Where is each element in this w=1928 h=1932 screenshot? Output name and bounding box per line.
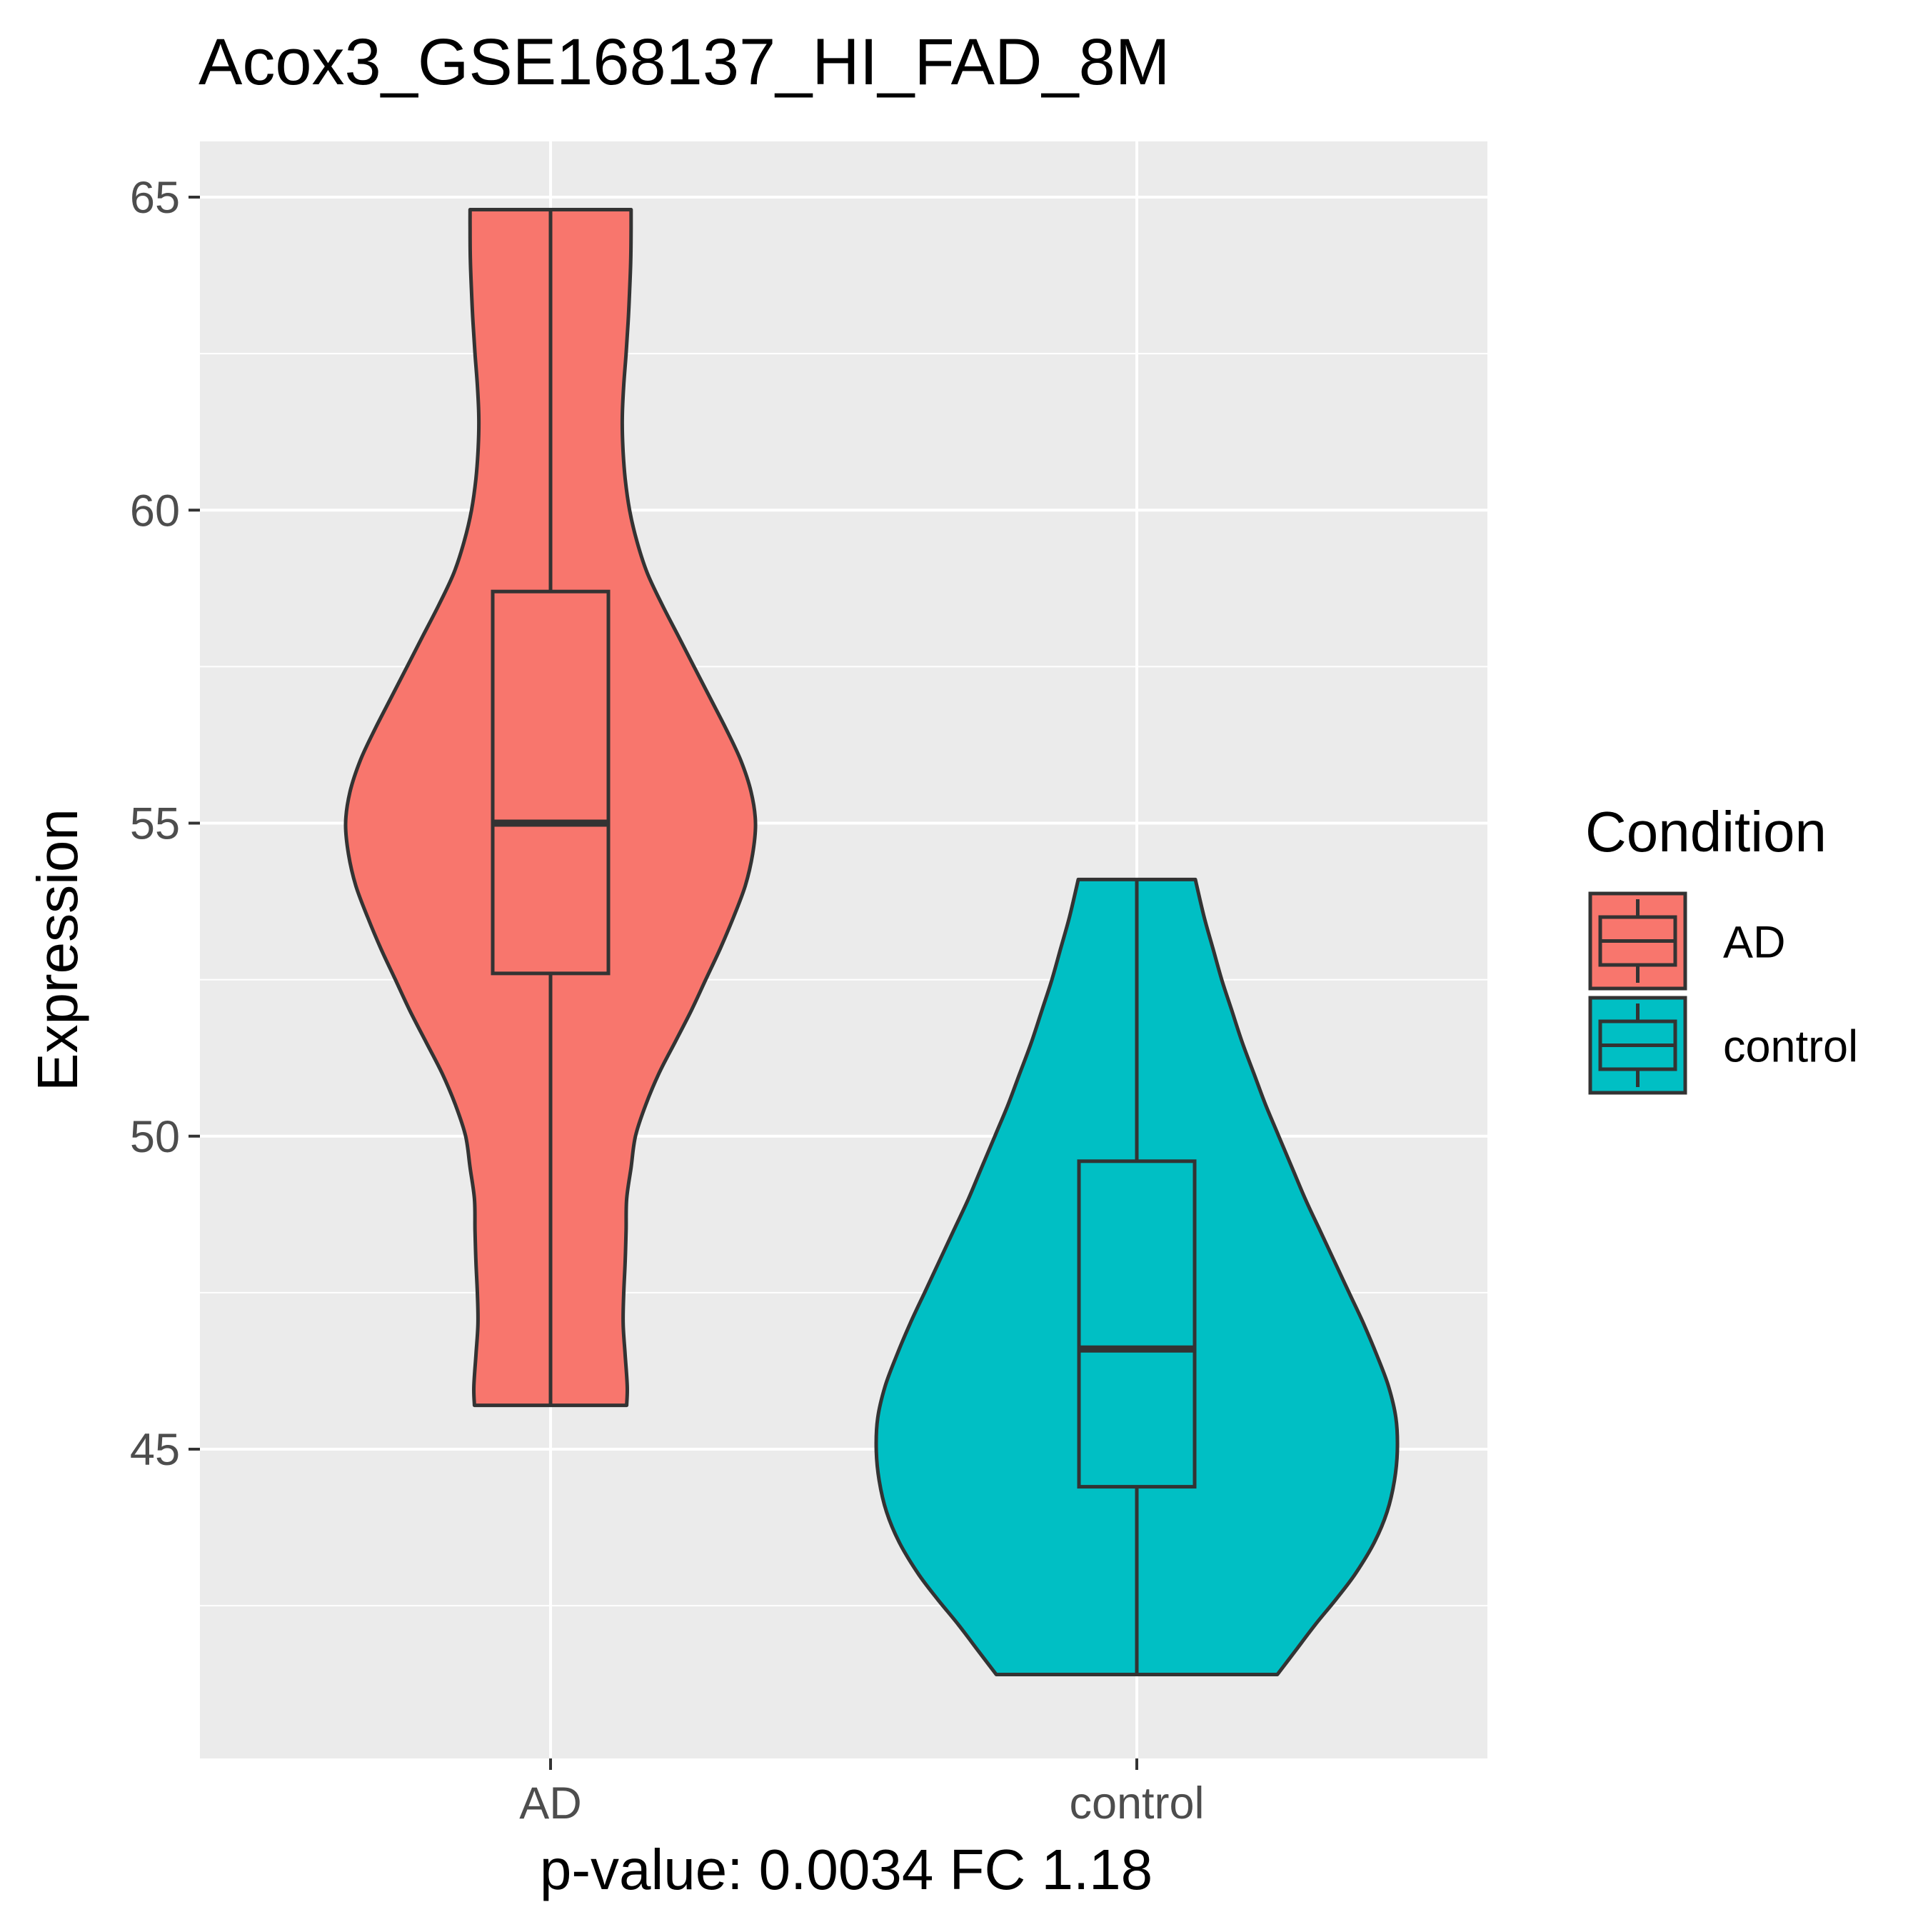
x-axis-label: p-value: 0.0034 FC 1.18 xyxy=(540,1838,1153,1901)
y-axis-label: Expression xyxy=(26,809,89,1091)
y-tick-label: 60 xyxy=(130,486,180,536)
y-tick-label: 45 xyxy=(130,1425,180,1475)
x-tick-label: control xyxy=(1069,1778,1204,1828)
box-AD xyxy=(491,589,611,976)
x-tick-label: AD xyxy=(519,1778,582,1828)
legend-label-control: control xyxy=(1723,1022,1858,1072)
legend-title: Condition xyxy=(1585,800,1827,864)
y-tick-label: 65 xyxy=(130,173,180,223)
legend-label-AD: AD xyxy=(1723,918,1786,968)
y-tick-label: 50 xyxy=(130,1112,180,1162)
box-control xyxy=(1077,1159,1197,1489)
legend: Condition AD control xyxy=(1585,800,1858,1095)
chart-title: Acox3_GSE168137_HI_FAD_8M xyxy=(199,26,1170,99)
y-tick-label: 55 xyxy=(130,799,180,849)
